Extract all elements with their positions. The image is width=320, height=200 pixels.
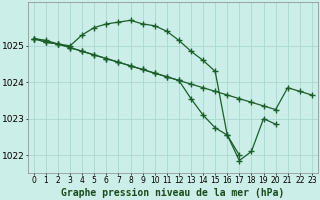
X-axis label: Graphe pression niveau de la mer (hPa): Graphe pression niveau de la mer (hPa) (61, 188, 284, 198)
